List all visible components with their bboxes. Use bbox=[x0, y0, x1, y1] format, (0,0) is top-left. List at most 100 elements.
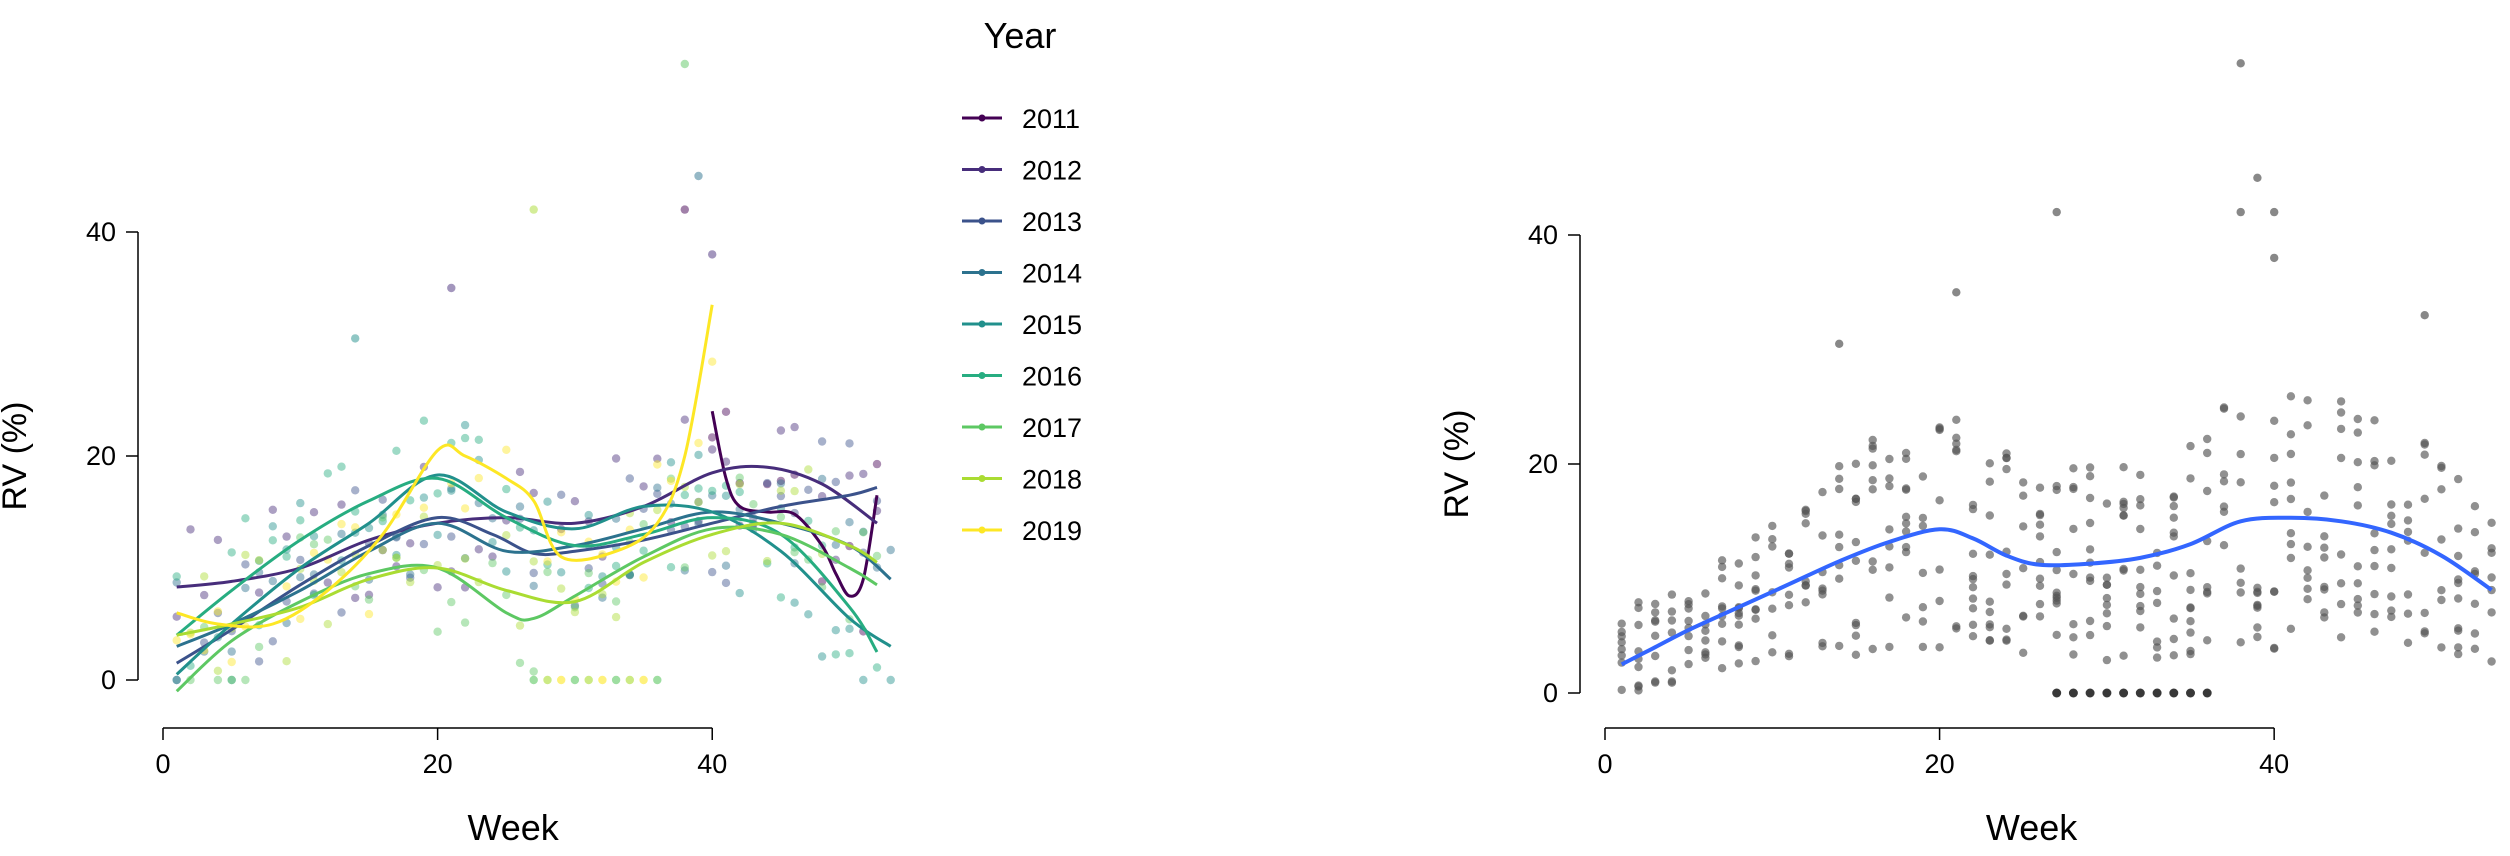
scatter-point bbox=[2102, 499, 2112, 508]
scatter-point bbox=[1768, 542, 1777, 551]
scatter-point bbox=[1617, 638, 1626, 647]
scatter-point bbox=[1918, 603, 1928, 612]
legend-title: Year bbox=[984, 15, 1057, 56]
scatter-point bbox=[2437, 595, 2446, 605]
scatter-point bbox=[721, 547, 731, 556]
scatter-point bbox=[2403, 590, 2413, 599]
scatter-point bbox=[2470, 502, 2480, 511]
scatter-point bbox=[1885, 481, 1894, 491]
scatter-point bbox=[2102, 688, 2112, 698]
scatter-point bbox=[1768, 648, 1777, 657]
scatter-point bbox=[1634, 682, 1643, 691]
legend-label: 2017 bbox=[1022, 413, 1082, 443]
scatter-point bbox=[2102, 593, 2112, 603]
scatter-point bbox=[2353, 428, 2362, 437]
scatter-point bbox=[1634, 620, 1643, 630]
scatter-point bbox=[172, 675, 181, 685]
scatter-point bbox=[2470, 528, 2480, 537]
legend-key-dot bbox=[978, 217, 986, 225]
scatter-point bbox=[2152, 653, 2162, 662]
scatter-point bbox=[1634, 603, 1643, 613]
scatter-point bbox=[721, 407, 731, 416]
scatter-point bbox=[1952, 622, 1961, 631]
scatter-point bbox=[872, 663, 882, 672]
x-tick-label: 40 bbox=[697, 749, 727, 779]
scatter-point bbox=[2420, 548, 2429, 557]
scatter-point bbox=[584, 568, 593, 578]
scatter-point bbox=[406, 577, 415, 587]
scatter-point bbox=[200, 590, 209, 600]
y-tick-label: 20 bbox=[1528, 449, 1558, 479]
scatter-point bbox=[2002, 464, 2011, 474]
scatter-point bbox=[2068, 688, 2078, 698]
scatter-point bbox=[2270, 453, 2279, 463]
x-tick-label: 20 bbox=[1925, 749, 1955, 779]
scatter-point bbox=[1868, 461, 1877, 470]
scatter-point bbox=[2353, 414, 2362, 424]
y-tick-label: 20 bbox=[86, 441, 116, 471]
scatter-point bbox=[2487, 544, 2496, 553]
legend-key-dot bbox=[978, 114, 986, 122]
scatter-point bbox=[1651, 616, 1660, 625]
scatter-point bbox=[2336, 453, 2346, 463]
scatter-point bbox=[1901, 448, 1911, 458]
scatter-point bbox=[227, 647, 236, 656]
scatter-point bbox=[1684, 645, 1693, 655]
scatter-point bbox=[2454, 594, 2463, 603]
scatter-point bbox=[776, 426, 786, 435]
scatter-point bbox=[680, 490, 689, 500]
scatter-point bbox=[1918, 568, 1928, 578]
scatter-point bbox=[763, 556, 772, 566]
scatter-point bbox=[2236, 578, 2245, 587]
scatter-point bbox=[2353, 608, 2362, 617]
scatter-point bbox=[2403, 500, 2413, 509]
scatter-point bbox=[268, 576, 277, 586]
scatter-point bbox=[2136, 601, 2145, 611]
smooth-line-2017 bbox=[175, 525, 878, 693]
scatter-point bbox=[1935, 496, 1944, 505]
scatter-points bbox=[1617, 59, 2496, 698]
scatter-point bbox=[2085, 463, 2095, 472]
scatter-point bbox=[2203, 636, 2212, 645]
scatter-point bbox=[1851, 494, 1861, 503]
legend-key-dot bbox=[978, 372, 986, 379]
scatter-point bbox=[460, 504, 470, 513]
scatter-point bbox=[2236, 478, 2245, 487]
scatter-point bbox=[694, 484, 703, 493]
scatter-point bbox=[1651, 608, 1660, 617]
legend-label: 2015 bbox=[1022, 310, 1082, 340]
scatter-point bbox=[680, 415, 689, 424]
scatter-point bbox=[2019, 522, 2028, 531]
scatter-point bbox=[1717, 637, 1727, 646]
scatter-point bbox=[2253, 623, 2262, 632]
scatter-point bbox=[2320, 608, 2329, 617]
scatter-point bbox=[721, 561, 731, 570]
scatter-point bbox=[1751, 552, 1760, 562]
scatter-point bbox=[653, 489, 662, 498]
scatter-point bbox=[309, 508, 319, 517]
scatter-point bbox=[2019, 491, 2028, 500]
scatter-point bbox=[694, 171, 703, 181]
scatter-point bbox=[1801, 598, 1810, 607]
scatter-point bbox=[2286, 553, 2296, 563]
scatter-point bbox=[1717, 604, 1727, 613]
scatter-point bbox=[872, 551, 882, 561]
scatter-point bbox=[1918, 617, 1928, 626]
scatter-point bbox=[515, 658, 525, 668]
scatter-point bbox=[2085, 472, 2095, 481]
scatter-point bbox=[2286, 392, 2296, 401]
scatter-point bbox=[200, 572, 209, 581]
scatter-point bbox=[1968, 500, 1978, 510]
scatter-point bbox=[2437, 485, 2446, 494]
scatter-point bbox=[1835, 542, 1844, 552]
scatter-point bbox=[1985, 636, 1995, 645]
y-tick-label: 40 bbox=[86, 217, 116, 247]
scatter-point bbox=[1684, 604, 1693, 613]
legend-label: 2019 bbox=[1022, 516, 1082, 546]
scatter-point bbox=[653, 454, 662, 463]
scatter-point bbox=[1851, 556, 1861, 565]
scatter-point bbox=[694, 498, 703, 507]
scatter-point bbox=[2203, 583, 2212, 592]
scatter-point bbox=[2320, 585, 2329, 594]
scatter-point bbox=[2035, 509, 2045, 519]
